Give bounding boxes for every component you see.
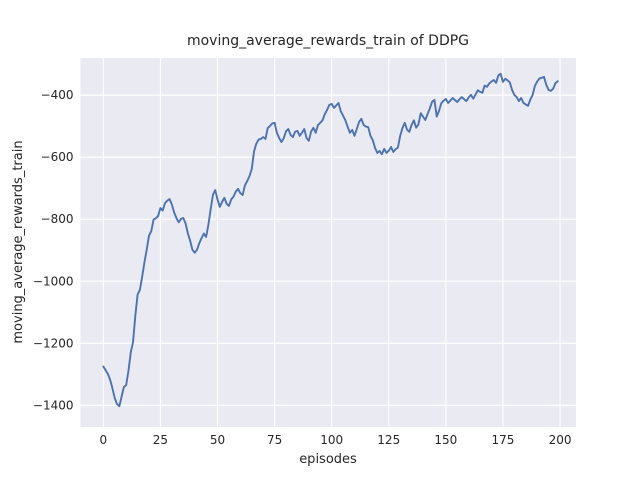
grid-lines — [80, 58, 576, 427]
x-tick-label: 0 — [100, 433, 108, 447]
y-tick-label: −1000 — [33, 274, 74, 288]
x-tick-label: 125 — [377, 433, 400, 447]
x-tick-label: 200 — [549, 433, 572, 447]
x-tick-label: 100 — [320, 433, 343, 447]
x-tick-label: 150 — [434, 433, 457, 447]
x-tick-label: 75 — [267, 433, 282, 447]
plot-area — [80, 58, 576, 427]
chart-title: moving_average_rewards_train of DDPG — [186, 33, 470, 49]
y-tick-label: −600 — [41, 150, 74, 164]
y-tick-label: −1400 — [33, 398, 74, 412]
y-tick-labels: −400 −600 −800 −1000 −1200 −1400 — [33, 88, 74, 412]
x-tick-label: 175 — [491, 433, 514, 447]
x-tick-label: 25 — [153, 433, 168, 447]
x-tick-label: 50 — [210, 433, 225, 447]
reward-line — [102, 72, 559, 408]
y-tick-label: −800 — [41, 212, 74, 226]
y-tick-label: −1200 — [33, 336, 74, 350]
x-tick-labels: 0 25 50 75 100 125 150 175 200 — [100, 433, 572, 447]
x-axis-label: episodes — [299, 452, 357, 467]
y-tick-label: −400 — [41, 88, 74, 102]
y-axis-label-text: moving_average_rewards_train — [11, 140, 26, 344]
